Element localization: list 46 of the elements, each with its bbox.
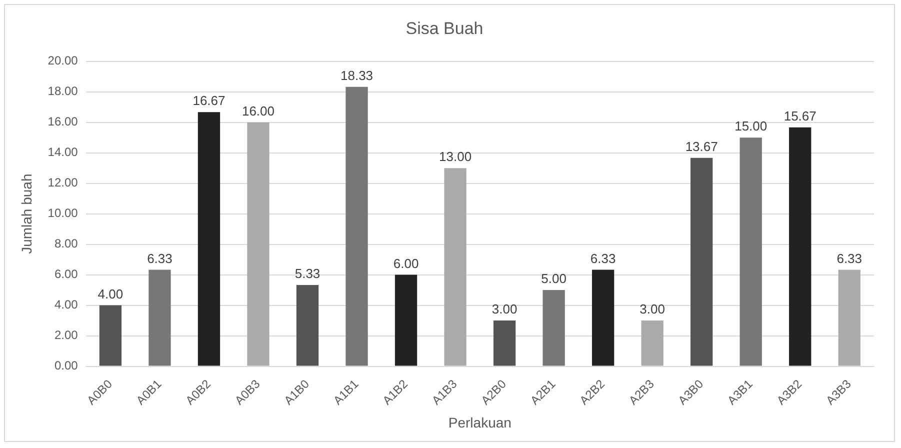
y-tick-label: 10.00 — [48, 206, 78, 220]
y-tick-label: 18.00 — [48, 84, 78, 98]
y-tick-label: 12.00 — [48, 176, 78, 190]
data-label: 5.00 — [541, 271, 566, 286]
x-axis-title: Perlakuan — [448, 414, 512, 430]
bar — [740, 138, 762, 366]
bar — [99, 305, 122, 366]
data-label: 13.00 — [439, 149, 472, 164]
y-tick-label: 2.00 — [54, 328, 78, 342]
data-label: 6.00 — [393, 256, 419, 271]
data-label: 4.00 — [98, 286, 124, 302]
y-axis-title: Jumlah buah — [18, 174, 34, 254]
bar — [690, 158, 713, 366]
y-tick-label: 0.00 — [54, 358, 78, 373]
bar — [789, 127, 812, 366]
data-label: 6.33 — [590, 250, 616, 266]
bar — [641, 320, 664, 366]
data-label: 5.33 — [294, 266, 320, 282]
y-tick-label: 4.00 — [54, 298, 78, 312]
chart-title: Sisa Buah — [406, 18, 484, 38]
bar — [542, 290, 565, 366]
data-label: 13.67 — [685, 138, 718, 154]
y-tick-label: 6.00 — [54, 267, 78, 282]
data-label: 15.00 — [734, 118, 768, 134]
data-label: 16.67 — [192, 93, 226, 108]
bar — [394, 274, 418, 366]
data-label: 16.00 — [242, 103, 275, 118]
y-tick-label: 8.00 — [54, 236, 78, 251]
data-label: 3.00 — [492, 302, 518, 317]
bar — [444, 168, 466, 366]
data-label: 3.00 — [640, 302, 665, 317]
bar — [148, 270, 171, 366]
bar — [592, 270, 614, 366]
bar — [247, 122, 270, 366]
y-tick-label: 16.00 — [48, 114, 78, 129]
data-label: 6.33 — [147, 250, 172, 266]
y-tick-label: 14.00 — [48, 145, 78, 160]
bar — [838, 270, 860, 366]
data-label: 18.33 — [340, 68, 374, 83]
bar — [198, 112, 220, 366]
bar — [346, 86, 368, 366]
data-label: 15.67 — [784, 108, 816, 124]
bar — [296, 285, 319, 366]
data-label: 6.33 — [836, 250, 862, 266]
bar — [493, 320, 516, 366]
y-tick-label: 20.00 — [48, 54, 78, 68]
